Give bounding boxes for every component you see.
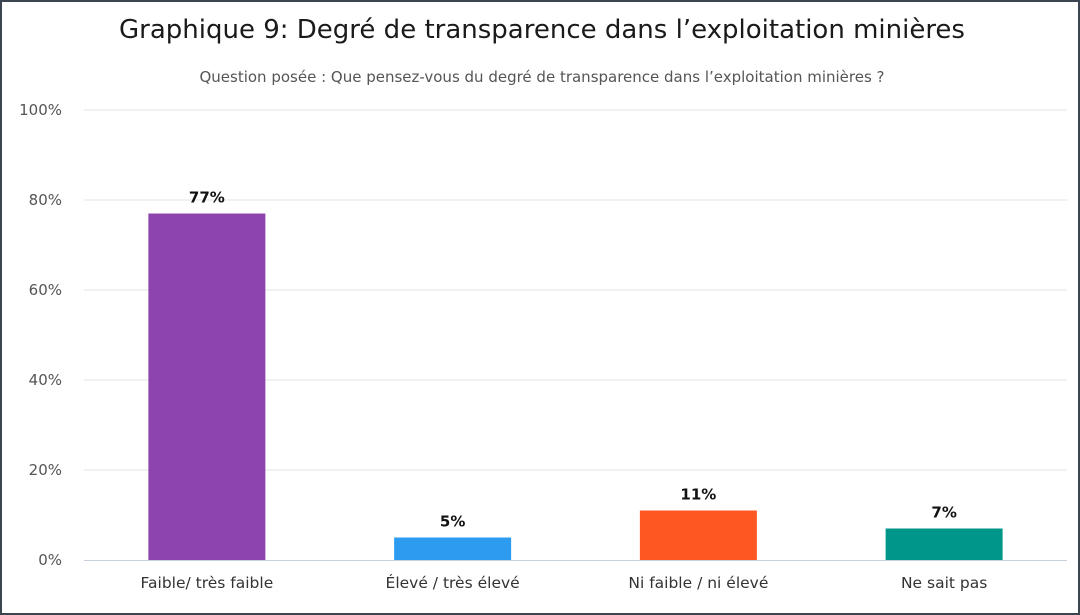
x-axis-categories: Faible/ très faible Élevé / très élevé Ni … (141, 573, 988, 592)
y-tick-label: 0% (38, 551, 62, 569)
x-category-label: Élevé / très élevé (386, 573, 520, 592)
bar (394, 537, 512, 560)
chart-subtitle: Question posée : Que pensez-vous du degr… (199, 68, 884, 86)
bar (148, 213, 266, 560)
data-label: 5% (440, 513, 465, 531)
x-category-label: Ne sait pas (901, 574, 987, 592)
data-labels: 77% 5% 11% 7% (189, 189, 957, 531)
bar (885, 528, 1003, 560)
bars (148, 213, 1003, 560)
data-label: 7% (931, 504, 956, 522)
x-category-label: Ni faible / ni élevé (628, 574, 768, 592)
y-axis-ticks: 0% 20% 40% 60% 80% 100% (19, 101, 62, 569)
y-tick-label: 80% (29, 191, 62, 209)
data-label: 11% (680, 486, 716, 504)
y-tick-label: 100% (19, 101, 62, 119)
y-tick-label: 60% (29, 281, 62, 299)
bar (639, 510, 757, 560)
chart-title: Graphique 9: Degré de transparence dans … (119, 15, 965, 45)
data-label: 77% (189, 189, 225, 207)
y-tick-label: 40% (29, 371, 62, 389)
x-category-label: Faible/ très faible (141, 574, 274, 592)
y-tick-label: 20% (29, 461, 62, 479)
